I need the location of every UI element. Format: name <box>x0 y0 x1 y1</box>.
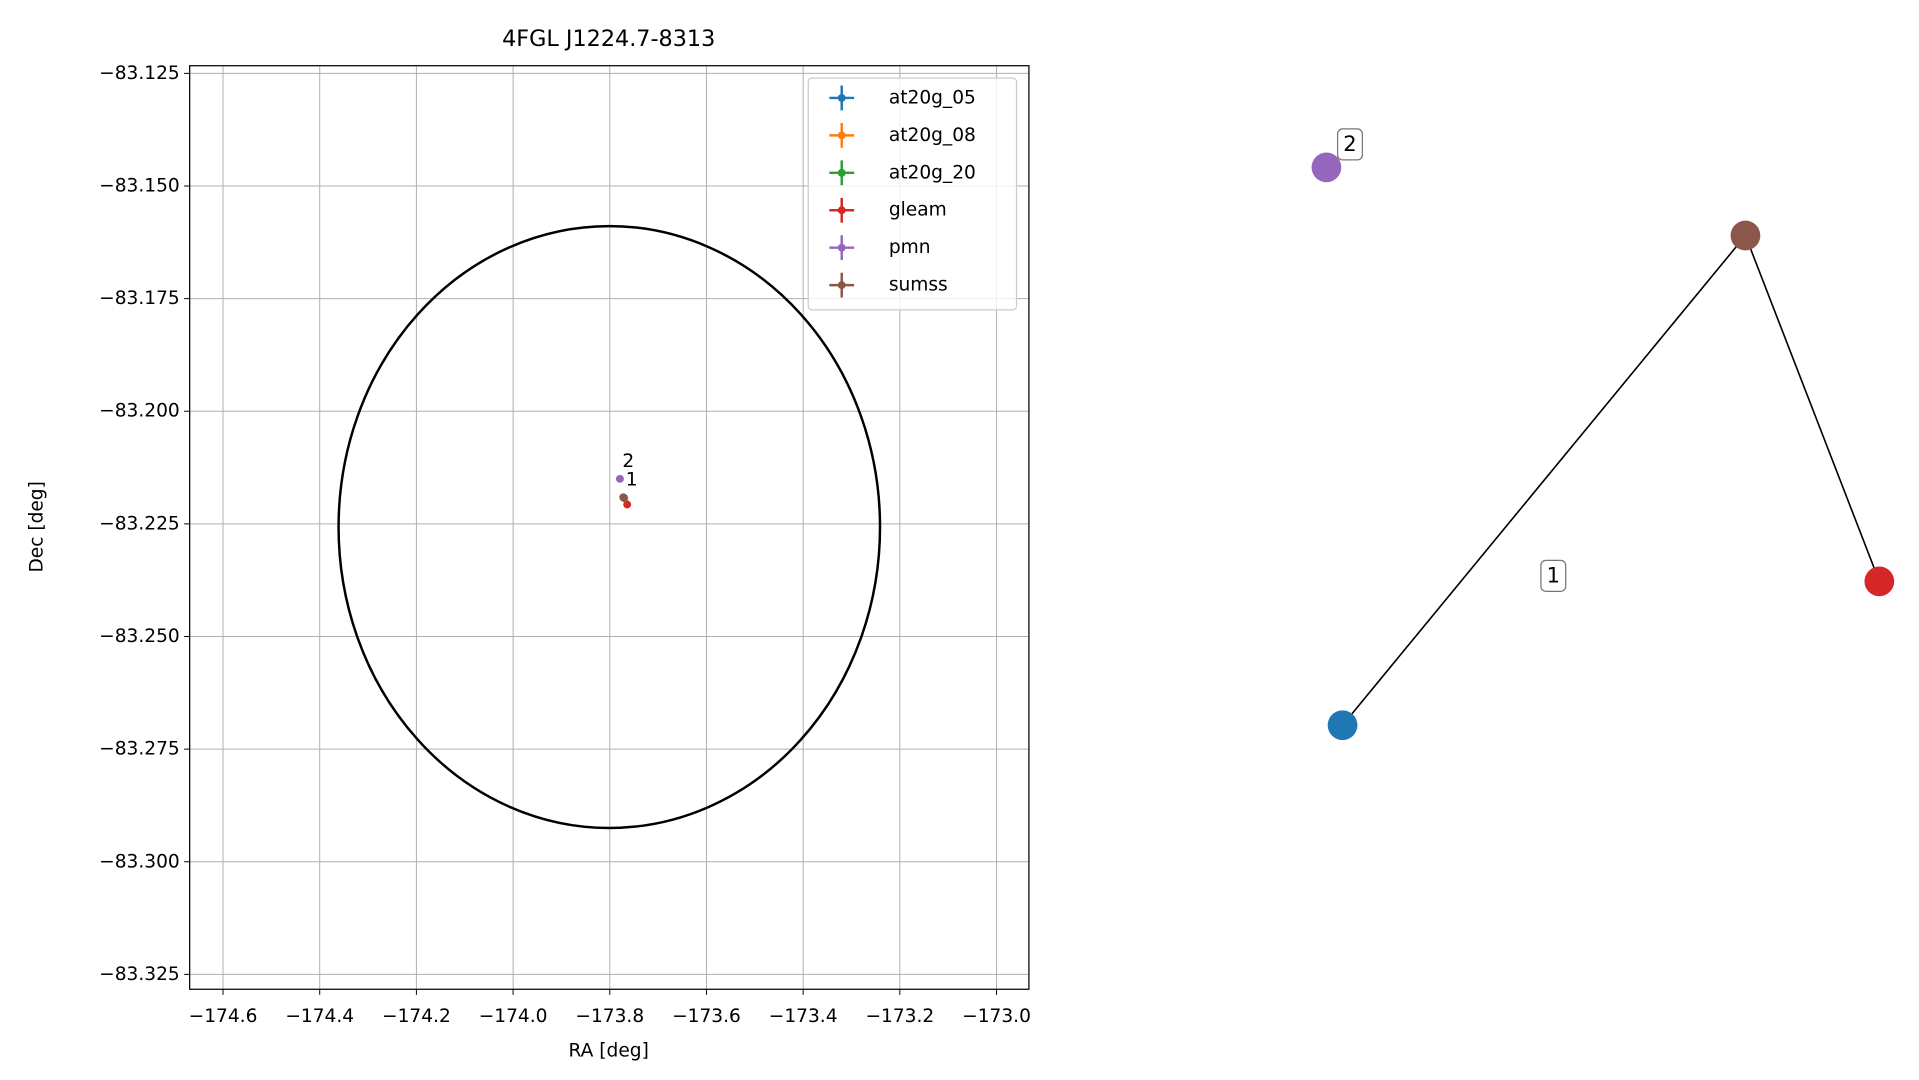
y-tick-label: −83.250 <box>99 626 180 647</box>
x-tick-label: −173.4 <box>769 1006 838 1027</box>
edge-label: 1 <box>1547 562 1560 587</box>
legend-label: at20g_20 <box>889 162 976 183</box>
legend-label: at20g_08 <box>889 125 976 146</box>
legend-label: pmn <box>889 237 931 258</box>
edge <box>1341 235 1747 726</box>
legend-marker <box>837 206 846 215</box>
legend-marker <box>837 93 846 102</box>
y-tick-label: −83.275 <box>99 739 180 760</box>
annotation: 2 <box>622 451 634 472</box>
x-tick-label: −174.0 <box>479 1006 548 1027</box>
x-tick-label: −173.6 <box>672 1006 741 1027</box>
node <box>1864 566 1895 597</box>
node <box>1311 152 1342 183</box>
y-tick-label: −83.225 <box>99 513 180 534</box>
data-point <box>619 493 628 502</box>
node-label-box <box>1336 128 1364 161</box>
y-tick-label: −83.300 <box>99 851 180 872</box>
node <box>1730 220 1761 251</box>
legend-box <box>807 77 1018 311</box>
x-tick-label: −174.6 <box>189 1006 258 1027</box>
data-point <box>615 474 624 483</box>
chart-title: 4FGL J1224.7-8313 <box>502 26 715 52</box>
y-tick-label: −83.200 <box>99 401 180 422</box>
x-tick-label: −173.8 <box>575 1006 644 1027</box>
legend-marker <box>837 281 846 290</box>
edge-label-box <box>1540 559 1567 592</box>
x-axis-label: RA [deg] <box>569 1041 649 1062</box>
plot-frame <box>189 65 1030 990</box>
legend-label: at20g_05 <box>889 87 976 108</box>
annotation: 1 <box>626 469 638 490</box>
y-tick-label: −83.325 <box>99 964 180 985</box>
legend-label: sumss <box>889 275 948 296</box>
legend-marker <box>837 243 846 252</box>
x-tick-label: −173.2 <box>865 1006 934 1027</box>
error-ellipse <box>337 224 882 830</box>
x-tick-label: −173.0 <box>962 1006 1031 1027</box>
legend-marker <box>837 131 846 140</box>
data-point <box>623 500 632 509</box>
y-tick-label: −83.150 <box>99 175 180 196</box>
legend-marker <box>837 168 846 177</box>
y-tick-label: −83.175 <box>99 288 180 309</box>
node <box>1327 710 1358 741</box>
x-tick-label: −174.4 <box>285 1006 354 1027</box>
x-tick-label: −174.2 <box>382 1006 451 1027</box>
legend-label: gleam <box>889 200 947 221</box>
edge <box>1744 235 1881 582</box>
y-axis-label: Dec [deg] <box>27 481 48 572</box>
y-tick-label: −83.125 <box>99 63 180 84</box>
node-label: 2 <box>1343 131 1356 156</box>
